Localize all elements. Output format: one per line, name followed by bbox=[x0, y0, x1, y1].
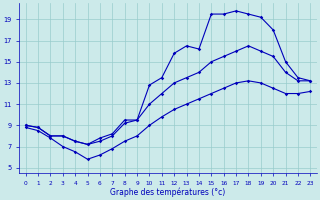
X-axis label: Graphe des températures (°c): Graphe des températures (°c) bbox=[110, 187, 226, 197]
